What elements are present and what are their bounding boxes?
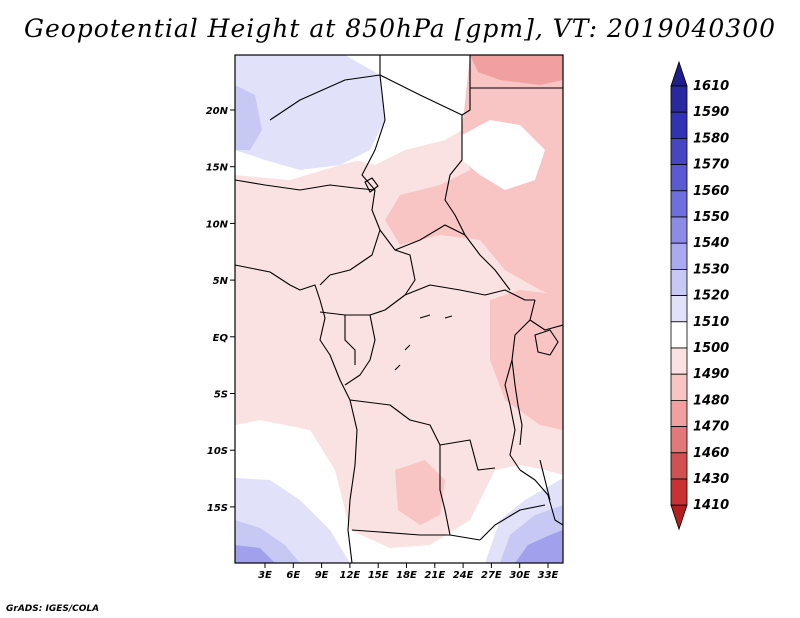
sudan-egypt-border xyxy=(461,55,471,116)
colorbar-box xyxy=(670,295,688,323)
map-frame xyxy=(234,54,564,564)
niger-chad-border xyxy=(361,74,386,191)
lon-tick-label: 21E xyxy=(424,570,445,581)
colorbar-box xyxy=(670,164,688,192)
gabon-congo-border xyxy=(319,311,356,365)
niger-algeria-border xyxy=(269,55,381,121)
lon-tick-label: 9E xyxy=(315,570,329,581)
colorbar-box xyxy=(670,347,688,375)
colorbar-label: 1490 xyxy=(693,367,729,382)
colorbar-label: 1480 xyxy=(693,393,729,408)
longitude-axis: 3E 6E 9E 12E 15E 18E 21E 24E 27E 30E 33E xyxy=(258,563,559,581)
colorbar-label: 1570 xyxy=(693,158,729,173)
lon-tick-label: 3E xyxy=(258,570,272,581)
lat-tick-label: 10N xyxy=(206,219,229,230)
cameroon-car-border xyxy=(345,229,416,316)
chad-sudan-border xyxy=(444,115,466,236)
lat-tick-label: 5N xyxy=(213,276,229,287)
colorbar-box xyxy=(670,452,688,480)
colorbar-label: 1520 xyxy=(693,289,729,304)
shade-1540-southeast xyxy=(515,530,563,563)
lon-tick-label: 12E xyxy=(340,570,361,581)
shade-1520-northwest xyxy=(235,55,385,170)
shade-1480-northeast xyxy=(470,55,563,85)
colorbar-label: 1610 xyxy=(693,79,729,94)
lake-chad xyxy=(364,177,379,193)
height-field xyxy=(235,55,563,563)
lake-tanganyika xyxy=(511,359,523,446)
country-borders xyxy=(235,55,563,563)
colorbar-label: 1510 xyxy=(693,315,729,330)
drc-east-border xyxy=(504,299,536,471)
grads-credit: GrADS: IGES/COLA xyxy=(6,604,100,614)
mozambique-border xyxy=(519,469,563,526)
congo-drc-border xyxy=(344,314,376,386)
shade-1540-southwest xyxy=(235,545,275,563)
drc-north-border xyxy=(404,284,535,301)
colorbar-box xyxy=(670,426,688,454)
colorbar-label: 1460 xyxy=(693,446,729,461)
colorbar-box xyxy=(670,190,688,218)
lake-malawi xyxy=(539,459,551,501)
colorbar-box xyxy=(670,85,688,113)
colorbar-box xyxy=(670,373,688,401)
lon-tick-label: 6E xyxy=(286,570,300,581)
lon-tick-label: 30E xyxy=(509,570,530,581)
colorbar-bottom-arrow xyxy=(670,504,688,531)
colorbar-label: 1530 xyxy=(693,262,729,277)
libya-chad-border xyxy=(379,74,463,116)
colorbar-box xyxy=(670,137,688,165)
colorbar-box xyxy=(670,478,688,506)
nigeria-cameroon-border xyxy=(319,189,381,286)
colorbar-label: 1590 xyxy=(693,105,729,120)
colorbar-box xyxy=(670,268,688,296)
colorbar-label: 1580 xyxy=(693,131,729,146)
west-africa-coastline xyxy=(235,264,358,563)
congo-river-lakes xyxy=(394,314,453,371)
lake-victoria xyxy=(534,329,559,356)
colorbar-box xyxy=(670,216,688,244)
colorbar-label: 1560 xyxy=(693,184,729,199)
angola-namibia-border xyxy=(351,529,481,541)
colorbar-label: 1430 xyxy=(693,472,729,487)
tanzania-border xyxy=(529,319,563,331)
lon-tick-label: 15E xyxy=(368,570,389,581)
colorbar-box xyxy=(670,111,688,139)
shade-1490-northeast xyxy=(385,55,563,300)
shade-1490-south xyxy=(395,460,445,525)
colorbar-label: 1470 xyxy=(693,420,729,435)
lat-tick-label: 15S xyxy=(207,503,228,514)
lat-tick-label: 15N xyxy=(206,163,229,174)
nigeria-niger-border xyxy=(235,179,376,191)
map-title: Geopotential Height at 850hPa [gpm], VT:… xyxy=(23,14,777,43)
colorbar-label: 1500 xyxy=(693,341,729,356)
colorbar-top-arrow xyxy=(670,60,688,87)
colorbar-box xyxy=(670,321,688,349)
lon-tick-label: 27E xyxy=(481,570,502,581)
colorbar-box xyxy=(670,399,688,427)
lat-tick-label: 5S xyxy=(214,390,228,401)
colorbar: 1610 1590 1580 1570 1560 1550 1540 1530 1520 1510… xyxy=(670,60,729,531)
colorbar-box xyxy=(670,242,688,270)
lat-tick-label: 20N xyxy=(206,106,229,117)
lon-tick-label: 24E xyxy=(453,570,474,581)
drc-angola-border xyxy=(349,399,496,471)
shade-1530-northwest xyxy=(235,85,262,150)
angola-zambia-border xyxy=(439,445,451,536)
colorbar-label: 1550 xyxy=(693,210,729,225)
zambia-zimbabwe-border xyxy=(479,504,546,541)
lat-tick-label: 10S xyxy=(207,446,228,457)
lon-tick-label: 18E xyxy=(396,570,417,581)
shade-1490-east xyxy=(490,290,563,430)
lon-tick-label: 33E xyxy=(538,570,559,581)
lat-tick-label: EQ xyxy=(213,333,229,344)
patch-1510-chad xyxy=(462,120,545,190)
colorbar-label: 1410 xyxy=(693,498,729,513)
latitude-axis: 20N 15N 10N 5N EQ 5S 10S 15S xyxy=(206,106,235,514)
colorbar-label: 1540 xyxy=(693,236,729,251)
